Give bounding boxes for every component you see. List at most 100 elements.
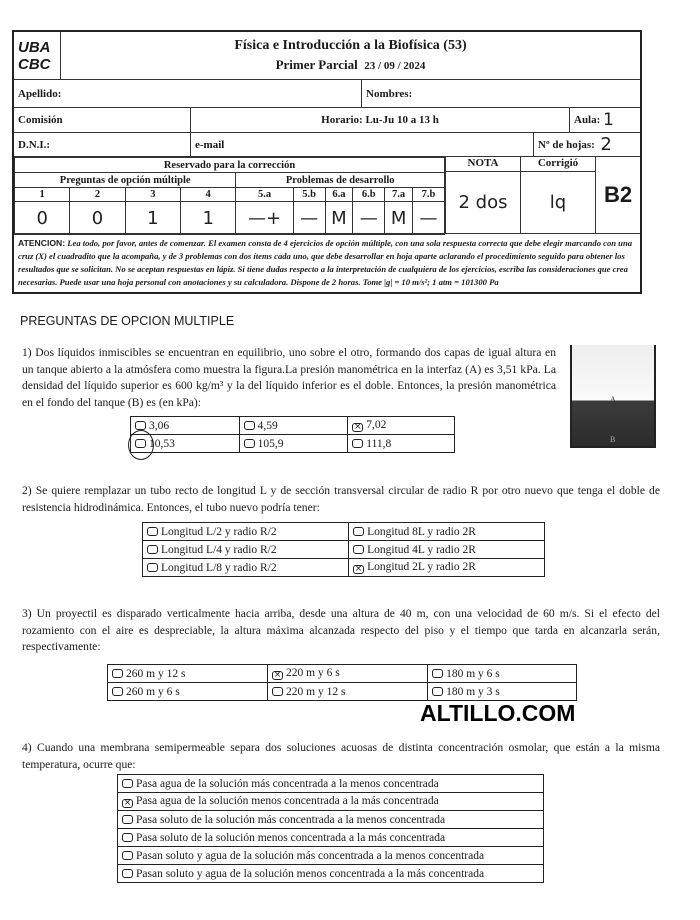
option[interactable]: Longitud L/2 y radio R/2 xyxy=(141,522,350,541)
checkbox-icon[interactable] xyxy=(122,814,133,824)
option[interactable]: × 7,02 xyxy=(347,416,455,435)
checkbox-icon[interactable] xyxy=(112,686,123,696)
nota-value: 2 dos xyxy=(458,192,508,213)
dni-field: D.N.I.: xyxy=(14,133,191,156)
option[interactable]: Pasa soluto de la solución menos concent… xyxy=(117,828,544,847)
exam-date: 23 / 09 / 2024 xyxy=(364,60,426,72)
course-title: Física e Introducción a la Biofísica (53… xyxy=(234,38,467,53)
checkbox-icon[interactable] xyxy=(272,686,284,696)
option-label: 260 m y 12 s xyxy=(126,667,186,680)
option[interactable]: Longitud 4L y radio 2R xyxy=(348,540,545,559)
option[interactable]: Pasa soluto de la solución más concentra… xyxy=(117,810,544,829)
nombres-label: Nombres: xyxy=(366,87,413,100)
attention-text: Lea todo, por favor, antes de comenzar. … xyxy=(18,238,633,287)
option[interactable]: Pasa agua de la solución más concentrada… xyxy=(117,774,544,793)
grading-mark: M xyxy=(384,201,413,235)
grading-column-1: 1 xyxy=(13,187,71,202)
question-4-options: Pasa agua de la solución más concentrada… xyxy=(117,774,544,883)
grading-column-5.a: 5.a xyxy=(235,187,294,202)
checked-box-icon[interactable]: × xyxy=(353,564,365,574)
option[interactable]: × Pasa agua de la solución menos concentr… xyxy=(117,792,544,811)
option-label: 180 m y 3 s xyxy=(446,685,500,698)
option[interactable]: 220 m y 12 s xyxy=(267,682,429,701)
checkbox-icon[interactable] xyxy=(353,544,365,554)
checkbox-icon[interactable] xyxy=(147,544,158,554)
hojas-label: Nº de hojas: xyxy=(538,138,595,151)
exam-header: UBA CBC Física e Introducción a la Biofís… xyxy=(12,30,642,294)
option-label: 3,06 xyxy=(149,419,170,432)
option[interactable]: 180 m y 3 s xyxy=(427,682,577,701)
grading-mark: 1 xyxy=(124,201,181,235)
grading-column-3: 3 xyxy=(124,187,181,202)
option[interactable]: 260 m y 12 s xyxy=(106,664,269,683)
grading-table: Reservado para la corrección Preguntas d… xyxy=(13,157,446,235)
option[interactable]: × 220 m y 6 s xyxy=(267,664,429,683)
checkbox-icon[interactable] xyxy=(147,562,158,572)
question-2-text: 2) Se quiere remplazar un tubo recto de … xyxy=(22,484,660,514)
grading-mark: — xyxy=(352,201,386,235)
option[interactable]: 180 m y 6 s xyxy=(427,664,577,683)
figure-label-b: B xyxy=(610,435,616,444)
grading-area: Reservado para la corrección Preguntas d… xyxy=(13,157,640,235)
reserved-label: Reservado para la corrección xyxy=(14,157,445,173)
section-title: PREGUNTAS DE OPCION MULTIPLE xyxy=(20,314,235,328)
checkbox-icon[interactable] xyxy=(353,526,365,536)
option[interactable]: × Longitud 2L y radio 2R xyxy=(348,558,545,577)
option-label: Pasa soluto de la solución más concentra… xyxy=(136,813,446,826)
grading-mark: 0 xyxy=(13,201,71,235)
option-label: Longitud L/2 y radio R/2 xyxy=(161,525,277,538)
option[interactable]: Longitud 8L y radio 2R xyxy=(348,522,545,541)
question-4-text: 4) Cuando una membrana semipermeable sep… xyxy=(22,741,660,771)
checkbox-icon[interactable] xyxy=(147,526,158,536)
option[interactable]: 105,9 xyxy=(238,434,349,453)
option-label: 4,59 xyxy=(257,419,278,432)
option-label: Pasan soluto y agua de la solución menos… xyxy=(136,867,485,880)
attention-label: ATENCION: xyxy=(18,238,66,248)
aula-value: 1 xyxy=(603,110,614,130)
option-label: 220 m y 12 s xyxy=(286,685,346,698)
checkbox-icon[interactable] xyxy=(112,668,123,678)
checked-box-icon[interactable]: × xyxy=(272,670,284,680)
option-label: 105,9 xyxy=(257,437,284,450)
horario: Horario: Lu-Ju 10 a 13 h xyxy=(191,108,570,132)
option[interactable]: 111,8 xyxy=(347,434,455,453)
checked-box-icon[interactable]: × xyxy=(122,798,133,808)
checkbox-icon[interactable] xyxy=(122,850,133,860)
grading-mark: — xyxy=(411,201,446,235)
corrigio-value: lq xyxy=(549,192,567,213)
grading-mark: —+ xyxy=(235,201,294,235)
option[interactable]: 260 m y 6 s xyxy=(106,682,269,701)
grading-column-5.b: 5.b xyxy=(292,187,326,202)
checkbox-icon[interactable] xyxy=(243,420,255,430)
question-2-options: Longitud L/2 y radio R/2 Longitud 8L y ra… xyxy=(141,522,545,577)
aula-field: Aula: 1 xyxy=(570,108,640,132)
option[interactable]: Longitud L/8 y radio R/2 xyxy=(141,558,350,577)
question-3-text: 3) Un proyectil es disparado verticalmen… xyxy=(22,607,660,653)
exam-title: Física e Introducción a la Biofísica (53… xyxy=(61,32,640,79)
checkbox-icon[interactable] xyxy=(243,438,255,448)
option-label: Longitud 2L y radio 2R xyxy=(367,561,476,573)
option[interactable]: Longitud L/4 y radio R/2 xyxy=(141,540,350,559)
option-label: Pasa soluto de la solución menos concent… xyxy=(136,831,446,844)
question-1-text: 1) Dos líquidos inmiscibles se encuentra… xyxy=(22,346,556,409)
exam-name: Primer Parcial xyxy=(275,57,358,72)
question-1-options: 3,06 4,59 × 7,02 10,53 105,9 111,8 xyxy=(130,416,455,453)
checkbox-icon[interactable] xyxy=(122,832,133,842)
nota-label: NOTA xyxy=(446,157,520,172)
checkbox-icon[interactable] xyxy=(122,778,133,788)
checked-box-icon[interactable]: × xyxy=(352,422,364,432)
option[interactable]: Pasan soluto y agua de la solución menos… xyxy=(117,864,544,883)
checkbox-icon[interactable] xyxy=(122,868,133,878)
dni-label: D.N.I.: xyxy=(18,138,51,151)
checkbox-icon[interactable] xyxy=(135,420,146,430)
option[interactable]: Pasan soluto y agua de la solución más c… xyxy=(117,846,544,865)
grading-mark: M xyxy=(324,201,354,235)
option[interactable]: 4,59 xyxy=(238,416,349,435)
option-label: 180 m y 6 s xyxy=(446,667,500,680)
checkbox-icon[interactable] xyxy=(432,668,444,678)
option-label: Longitud L/8 y radio R/2 xyxy=(161,561,277,574)
option-label: Pasa agua de la solución más concentrada… xyxy=(136,777,439,790)
checkbox-icon[interactable] xyxy=(432,686,444,696)
checkbox-icon[interactable] xyxy=(352,438,364,448)
hojas-field: Nº de hojas: 2 xyxy=(534,133,640,156)
